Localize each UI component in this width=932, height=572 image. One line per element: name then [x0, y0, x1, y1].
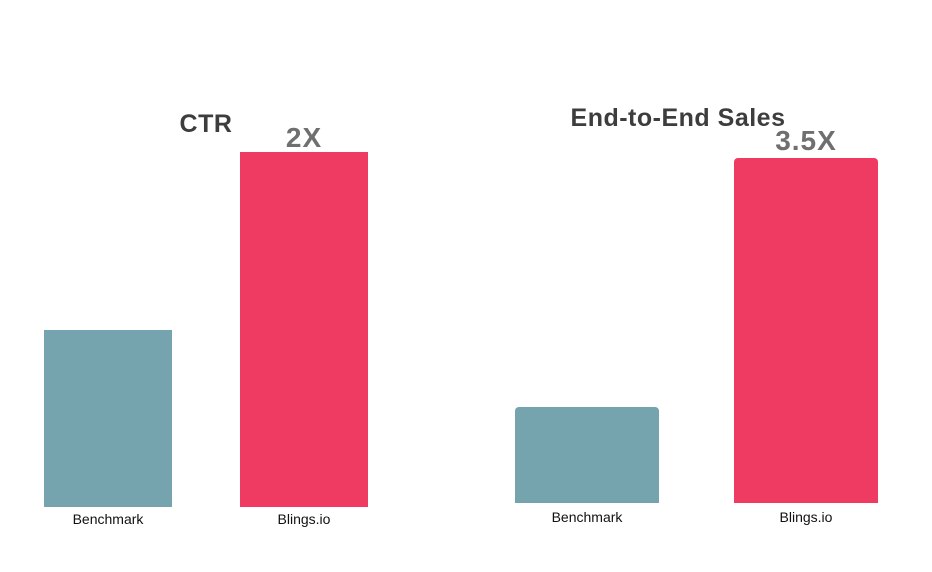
e2e-blings-multiplier-label: 3.5X	[775, 125, 837, 156]
ctr-blings-multiplier-label: 2X	[285, 122, 323, 153]
ctr-benchmark-category-label: Benchmark	[72, 511, 144, 527]
e2e-benchmark-bar	[515, 407, 659, 503]
end-to-end-sales-chart-title: End-to-End Sales	[570, 103, 786, 132]
e2e-blings-bar	[734, 158, 878, 503]
ctr-blings-bar	[240, 152, 368, 507]
ctr-benchmark-bar	[44, 330, 172, 507]
ctr-chart-title: CTR	[179, 109, 233, 138]
ctr-blings-category-label: Blings.io	[277, 511, 331, 527]
e2e-benchmark-category-label: Benchmark	[551, 509, 623, 525]
e2e-blings-category-label: Blings.io	[779, 509, 833, 525]
